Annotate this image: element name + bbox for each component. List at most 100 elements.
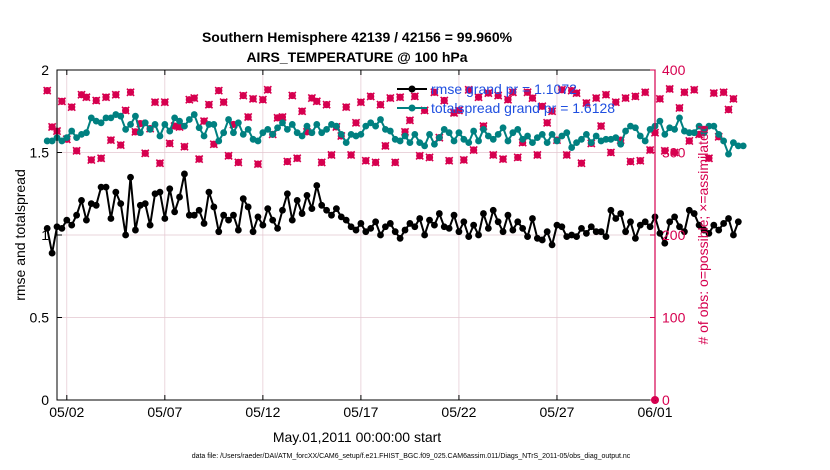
obs-assimilated-point	[293, 154, 302, 163]
rmse-point	[627, 218, 634, 226]
totalspread-point	[435, 134, 443, 142]
totalspread-point	[519, 135, 527, 143]
totalspread-point	[279, 119, 286, 127]
totalspread-point	[200, 132, 208, 140]
rmse-point	[391, 228, 399, 236]
obs-assimilated-point	[719, 88, 728, 97]
totalspread-point	[533, 134, 541, 142]
totalspread-point	[573, 139, 580, 147]
footer-data-file: data file: /Users/raeder/DAI/ATM_forcXX/…	[192, 453, 631, 460]
totalspread-point	[411, 130, 419, 138]
totalspread-point	[558, 132, 566, 140]
totalspread-point	[715, 130, 723, 138]
obs-assimilated-point	[592, 93, 601, 103]
rmse-point	[279, 206, 286, 214]
totalspread-point	[690, 129, 698, 137]
rmse-point	[83, 216, 90, 224]
rmse-point	[264, 205, 272, 213]
obs-assimilated-point	[513, 153, 522, 162]
totalspread-point	[401, 132, 409, 140]
obs-assimilated-point	[106, 135, 116, 145]
totalspread-point	[548, 130, 556, 138]
obs-assimilated-point	[77, 90, 86, 99]
obs-assimilated-point	[572, 88, 581, 98]
totalspread-point	[230, 129, 237, 137]
x-tick-label: 05/17	[343, 404, 378, 420]
rmse-point	[215, 228, 223, 236]
totalspread-point	[710, 122, 718, 130]
totalspread-point	[529, 139, 536, 147]
obs-assimilated-point	[297, 107, 307, 116]
obs-assimilated-point	[351, 118, 361, 127]
rmse-point	[269, 216, 277, 224]
totalspread-point	[372, 122, 380, 130]
rmse-point	[254, 213, 262, 221]
rmse-point	[700, 226, 708, 234]
totalspread-point	[58, 137, 66, 145]
obs-assimilated-point	[160, 98, 170, 107]
totalspread-point	[720, 137, 728, 145]
rmse-point	[357, 220, 365, 227]
totalspread-point	[524, 132, 531, 140]
obs-assimilated-point	[680, 88, 689, 97]
totalspread-point	[450, 137, 458, 145]
obs-assimilated-point	[219, 98, 228, 107]
obs-assimilated-point	[356, 98, 366, 107]
rmse-point	[382, 223, 389, 231]
rmse-point	[450, 211, 458, 219]
rmse-point	[156, 188, 164, 196]
rmse-point	[352, 226, 360, 234]
rmse-point	[558, 223, 566, 231]
totalspread-point	[303, 122, 311, 130]
x-axis-label: May.01,2011 00:00:00 start	[273, 429, 441, 445]
obs-assimilated-point	[386, 93, 395, 103]
totalspread-point	[43, 137, 51, 145]
totalspread-point	[553, 137, 561, 145]
totalspread-point	[725, 150, 732, 158]
rmse-point	[112, 188, 120, 196]
rmse-point	[524, 233, 531, 241]
totalspread-point	[386, 127, 394, 135]
y-right-tick-label: 0	[662, 392, 670, 408]
rmse-point	[298, 210, 306, 217]
totalspread-point	[592, 132, 600, 140]
rmse-point	[685, 206, 693, 214]
rmse-point	[161, 215, 169, 222]
rmse-point	[78, 196, 85, 204]
rmse-point	[102, 183, 110, 191]
obs-assimilated-point	[415, 151, 424, 160]
rmse-point	[328, 211, 335, 219]
totalspread-point	[283, 125, 291, 133]
rmse-point	[283, 190, 291, 198]
totalspread-point	[298, 132, 306, 140]
totalspread-point	[210, 121, 218, 128]
rmse-point	[480, 210, 487, 217]
totalspread-point	[254, 137, 262, 145]
obs-assimilated-point	[248, 94, 258, 104]
rmse-point	[401, 226, 409, 234]
x-tick-label: 05/12	[245, 404, 280, 420]
obs-assimilated-point	[449, 108, 459, 118]
totalspread-point	[318, 129, 326, 137]
rmse-point	[504, 211, 512, 219]
totalspread-point	[181, 122, 188, 130]
rmse-point	[460, 218, 468, 226]
obs-assimilated-point	[283, 157, 292, 166]
rmse-point	[416, 215, 424, 222]
rmse-point	[592, 228, 600, 236]
totalspread-point	[514, 125, 522, 133]
y-axis-right-label: # of obs: o=possible; ×=assimilated	[695, 125, 711, 344]
obs-assimilated-point	[57, 97, 67, 106]
obs-assimilated-point	[194, 154, 204, 164]
obs-assimilated-point	[342, 102, 351, 112]
totalspread-point	[185, 116, 193, 123]
obs-assimilated-point	[655, 94, 665, 104]
totalspread-point	[612, 134, 620, 142]
obs-assimilated-point	[459, 155, 469, 165]
rmse-point	[705, 229, 713, 237]
obs-assimilated-point	[577, 159, 586, 168]
totalspread-point	[269, 130, 277, 138]
rmse-point	[676, 223, 683, 231]
obs-assimilated-point	[141, 149, 150, 158]
rmse-point	[200, 220, 208, 227]
